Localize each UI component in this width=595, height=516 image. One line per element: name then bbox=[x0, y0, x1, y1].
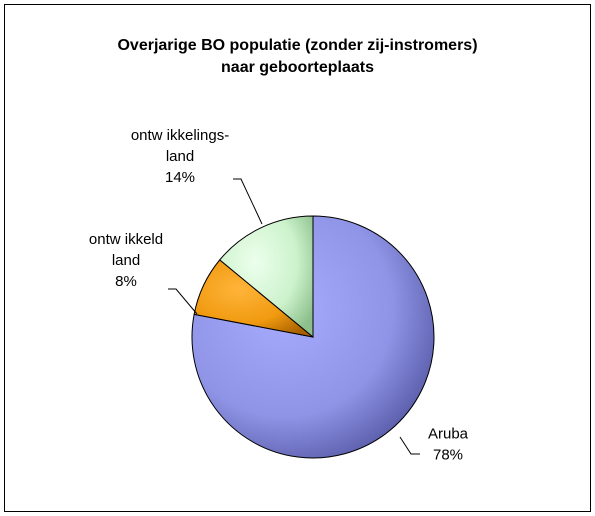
leader-line-3 bbox=[233, 178, 263, 225]
slice-label-3-line-1: ontw ikkelings- bbox=[131, 127, 229, 144]
slice-label-1: Aruba 78% bbox=[428, 426, 469, 464]
slice-label-2-line-3: 8% bbox=[115, 273, 137, 290]
slice-label-2: ontw ikkeld land 8% bbox=[89, 231, 163, 290]
slice-label-1-line-1: Aruba bbox=[428, 426, 469, 443]
slice-label-3: ontw ikkelings-land 14% bbox=[131, 127, 229, 186]
chart-title-line-1: Overjarige BO populatie (zonder zij-inst… bbox=[117, 37, 478, 54]
slice-label-3-line-3: 14% bbox=[165, 169, 195, 186]
pie-slice-3 bbox=[219, 215, 314, 339]
chart-title: Overjarige BO populatie (zonder zij-inst… bbox=[5, 35, 590, 79]
leader-line-2 bbox=[168, 288, 198, 315]
slice-label-2-line-2: land bbox=[112, 252, 140, 269]
leader-line-1 bbox=[399, 436, 420, 455]
slice-label-3-line-2: land bbox=[166, 148, 194, 165]
slice-label-2-line-1: ontw ikkeld bbox=[89, 231, 163, 248]
chart-title-line-2: naar geboorteplaats bbox=[221, 59, 374, 76]
slice-label-1-line-2: 78% bbox=[433, 447, 463, 464]
